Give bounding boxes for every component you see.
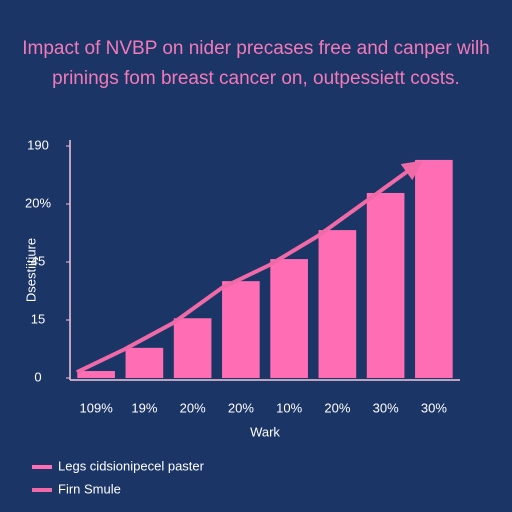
bar <box>173 318 212 378</box>
y-tick-label: 15 <box>31 311 45 326</box>
chart-title: Impact of NVBP on nider precases free an… <box>22 38 490 89</box>
bar <box>366 192 405 378</box>
x-axis-label: Wark <box>250 424 280 439</box>
bar <box>270 259 308 378</box>
y-tick-label: 0 <box>34 369 41 384</box>
bar <box>415 159 453 378</box>
y-tick-label: 20% <box>25 195 51 210</box>
x-tick-label: 19% <box>131 400 157 415</box>
x-tick-label: 20% <box>324 400 350 415</box>
x-tick-label: 30% <box>421 400 447 415</box>
bar <box>222 281 260 378</box>
trend-line <box>75 160 423 375</box>
x-tick-label: 20% <box>180 400 206 415</box>
x-tick-label: 30% <box>373 400 399 415</box>
y-tick-label: 190 <box>27 137 49 152</box>
y-axis-label: Dsestiitjure <box>23 238 38 302</box>
legend-label: Firn Smule <box>58 481 121 496</box>
x-tick-label: 10% <box>276 400 302 415</box>
legend-label: Legs cidsionipecel paster <box>58 458 205 473</box>
bar <box>77 371 115 378</box>
x-tick-label: 109% <box>80 400 114 415</box>
bar <box>318 230 357 378</box>
bar <box>125 347 164 378</box>
y-tick-label: 45 <box>31 253 45 268</box>
x-tick-label: 20% <box>228 400 254 415</box>
